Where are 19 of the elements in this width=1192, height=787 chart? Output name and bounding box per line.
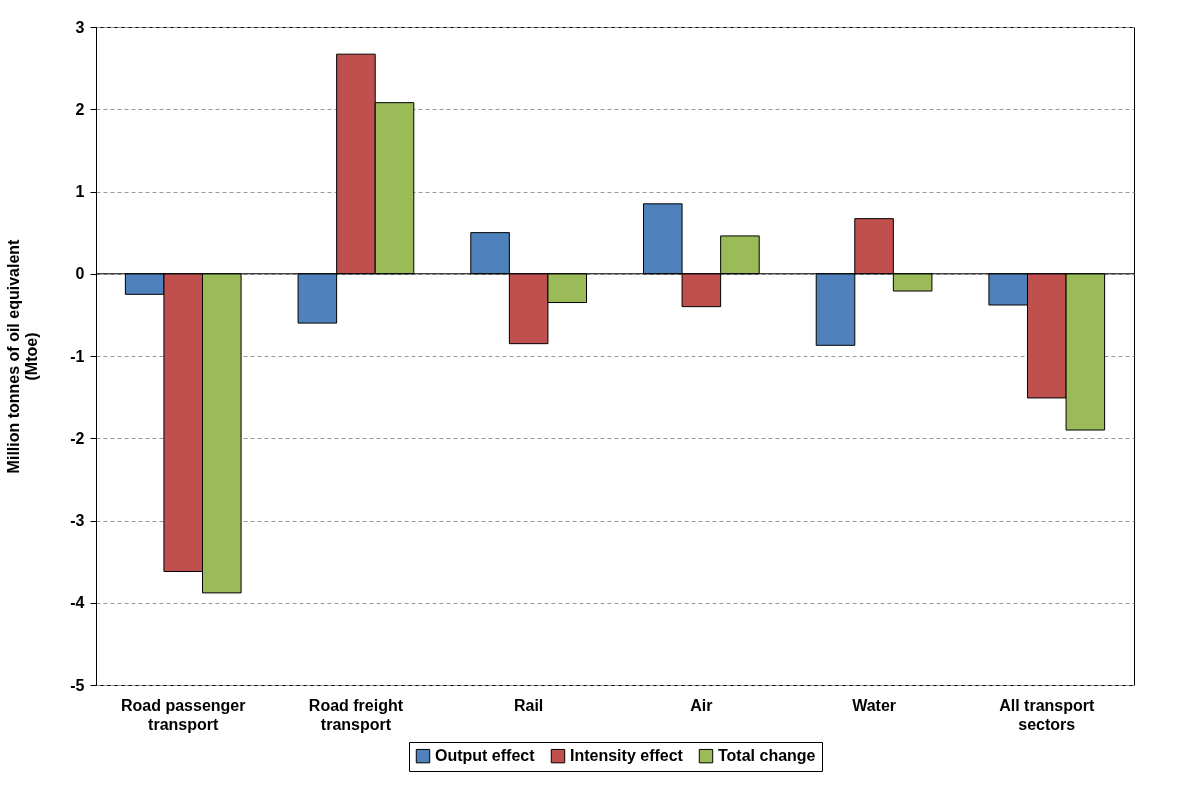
- legend-label: Total change: [718, 747, 816, 765]
- x-tick-label: All transport sectors: [999, 696, 1096, 733]
- y-tick-label: 3: [75, 18, 85, 36]
- y-axis-title: Million tonnes of oil equivalent (Mtoe): [5, 238, 41, 474]
- x-tick-label: Road freight transport: [308, 696, 404, 733]
- x-tick-label: Road passenger transport: [120, 696, 246, 733]
- y-tick-label: 1: [75, 183, 85, 200]
- y-tick-label: -3: [70, 512, 85, 529]
- y-tick-label: -2: [70, 429, 85, 447]
- y-tick-label: 2: [75, 100, 85, 118]
- y-tick-label: -5: [70, 676, 85, 694]
- x-tick-label: Air: [690, 696, 713, 714]
- legend-label: Intensity effect: [570, 747, 684, 765]
- y-tick-label: -4: [70, 594, 85, 612]
- x-tick-label: Rail: [513, 696, 544, 714]
- legend-label: Output effect: [435, 747, 536, 765]
- y-tick-label: -1: [70, 347, 85, 365]
- y-tick-label: 0: [75, 265, 85, 283]
- x-tick-label: Water: [852, 696, 896, 714]
